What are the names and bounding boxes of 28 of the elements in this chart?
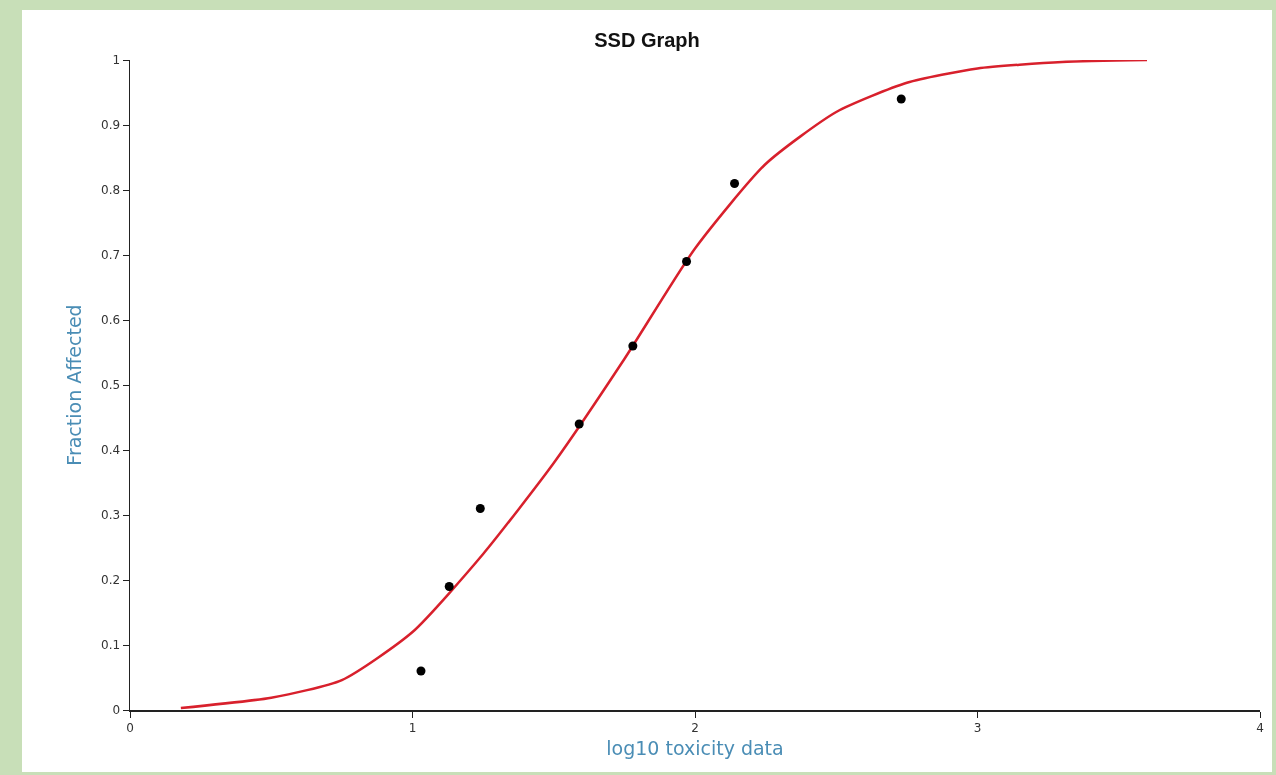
x-tick-label: 3 <box>973 720 982 735</box>
y-tick-label: 0.5 <box>101 378 121 393</box>
x-axis-title: log10 toxicity data <box>606 737 784 760</box>
x-tick-label: 0 <box>126 720 134 735</box>
x-tick-label: 2 <box>691 720 699 735</box>
point <box>444 582 454 591</box>
y-tick-label: 0.4 <box>101 443 121 458</box>
point <box>416 666 426 676</box>
y-tick-label: 0.3 <box>101 508 121 523</box>
point <box>475 504 485 513</box>
y-tick-label: 0.9 <box>101 118 121 133</box>
y-tick-label: 0.7 <box>101 248 121 263</box>
y-tick-label: 0 <box>112 703 121 718</box>
y-tick-label: 0.1 <box>101 638 121 653</box>
x-tick-label: 1 <box>408 720 417 735</box>
chart-title: SSD Graph <box>594 28 700 51</box>
y-tick-label: 0.8 <box>101 183 121 198</box>
y-tick-label: 1 <box>112 53 121 68</box>
point <box>896 94 906 104</box>
line-series <box>179 60 1149 710</box>
y-tick-label: 0.2 <box>101 573 121 588</box>
x-tick-label: 4 <box>1256 720 1264 735</box>
point <box>730 179 740 188</box>
point <box>682 257 692 266</box>
point <box>574 419 584 429</box>
y-tick-label: 0.6 <box>101 313 121 328</box>
point <box>628 341 638 351</box>
y-axis-title: Fraction Affected <box>63 304 86 466</box>
